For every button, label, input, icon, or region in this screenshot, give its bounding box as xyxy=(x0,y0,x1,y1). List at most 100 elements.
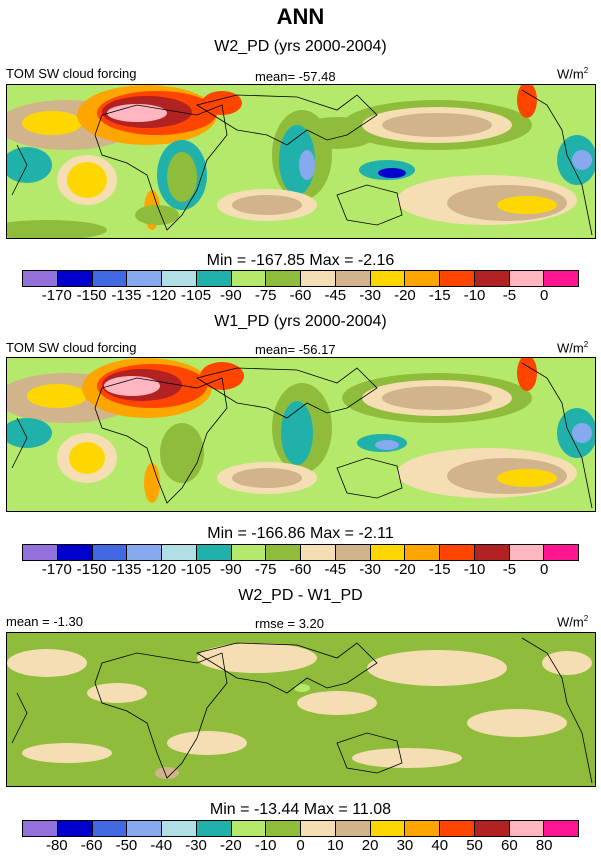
colorbar-tick-label: -105 xyxy=(181,561,212,578)
colorbar-tick-label: -120 xyxy=(146,287,177,304)
colorbar-swatch xyxy=(23,271,58,286)
colorbar-tick-label: 10 xyxy=(326,837,344,854)
panel1-units: W/m2 xyxy=(557,66,589,82)
colorbar-tick-label: -135 xyxy=(111,561,142,578)
colorbar-swatch xyxy=(405,821,440,836)
colorbar-swatch xyxy=(509,821,545,836)
colorbar-swatch xyxy=(231,545,267,560)
panel1-variable-label: TOM SW cloud forcing xyxy=(6,66,137,81)
colorbar-swatch xyxy=(92,545,128,560)
panel2-units: W/m2 xyxy=(557,340,589,356)
panel3-units: W/m2 xyxy=(557,614,589,630)
colorbar-tick-label: -170 xyxy=(41,287,72,304)
colorbar-tick-label: -10 xyxy=(463,561,486,578)
colorbar-swatch xyxy=(544,271,578,286)
colorbar-tick-label: -75 xyxy=(254,561,277,578)
colorbar-swatch xyxy=(266,821,301,836)
colorbar-tick-label: -20 xyxy=(394,561,416,578)
colorbar-tick-label: -10 xyxy=(254,837,277,854)
panel1-mean-label: mean= -57.48 xyxy=(255,69,336,84)
colorbar-swatch xyxy=(231,271,267,286)
colorbar-tick-label: -30 xyxy=(359,287,381,304)
panel3-minmax: Min = -13.44 Max = 11.08 xyxy=(209,801,392,818)
colorbar-swatch xyxy=(266,545,301,560)
panel2-mean-label: mean= -56.17 xyxy=(255,342,336,357)
colorbar-swatch xyxy=(92,821,128,836)
colorbar-tick-label: 0 xyxy=(540,561,549,578)
colorbar-swatch xyxy=(196,821,232,836)
colorbar-swatch xyxy=(127,545,162,560)
colorbar-tick-label: 20 xyxy=(361,837,379,854)
figure-title: ANN xyxy=(276,4,325,29)
colorbar-swatch xyxy=(509,545,545,560)
colorbar-swatch xyxy=(57,271,93,286)
colorbar-tick-label: -5 xyxy=(502,287,517,304)
colorbar-tick-label: -50 xyxy=(115,837,138,854)
colorbar-tick-label: -30 xyxy=(359,561,381,578)
colorbar-tick-label: -40 xyxy=(150,837,173,854)
panel2-map-field xyxy=(7,358,595,511)
colorbar-tick-label: -80 xyxy=(45,837,68,854)
colorbar-tick-label: -5 xyxy=(502,561,517,578)
colorbar-tick-label: -60 xyxy=(289,287,312,304)
panel3-colorbar xyxy=(22,820,579,837)
colorbar-tick-label: -170 xyxy=(41,561,72,578)
colorbar-tick-label: -150 xyxy=(76,287,107,304)
panel3-title: W2_PD - W1_PD xyxy=(238,587,363,604)
colorbar-tick-label: 0 xyxy=(540,287,549,304)
colorbar-swatch xyxy=(23,821,58,836)
colorbar-tick-label: -90 xyxy=(220,287,242,304)
colorbar-tick-label: 50 xyxy=(466,837,483,854)
colorbar-swatch xyxy=(92,271,128,286)
colorbar-swatch xyxy=(509,271,545,286)
colorbar-swatch xyxy=(57,545,93,560)
colorbar-tick-label: -60 xyxy=(289,561,312,578)
colorbar-swatch xyxy=(231,821,267,836)
colorbar-swatch xyxy=(370,545,406,560)
panel1-colorbar xyxy=(22,270,579,287)
colorbar-swatch xyxy=(301,545,336,560)
colorbar-tick-label: -10 xyxy=(463,287,486,304)
colorbar-tick-label: -75 xyxy=(254,287,277,304)
panel3-map xyxy=(6,632,596,787)
colorbar-swatch xyxy=(162,271,197,286)
colorbar-swatch xyxy=(162,545,197,560)
colorbar-swatch xyxy=(196,271,232,286)
colorbar-swatch xyxy=(474,545,510,560)
colorbar-swatch xyxy=(544,821,578,836)
colorbar-tick-label: -150 xyxy=(76,561,107,578)
colorbar-swatch xyxy=(335,821,371,836)
panel3-map-field xyxy=(7,633,595,786)
colorbar-swatch xyxy=(370,271,406,286)
panel1-title: W2_PD (yrs 2000-2004) xyxy=(214,38,387,55)
colorbar-swatch xyxy=(335,545,371,560)
colorbar-swatch xyxy=(440,545,475,560)
colorbar-tick-label: -90 xyxy=(220,561,242,578)
colorbar-tick-label: -60 xyxy=(80,837,103,854)
panel1-minmax: Min = -167.85 Max = -2.16 xyxy=(206,252,395,269)
colorbar-tick-label: -105 xyxy=(181,287,212,304)
panel2-title: W1_PD (yrs 2000-2004) xyxy=(214,313,387,330)
colorbar-swatch xyxy=(196,545,232,560)
colorbar-tick-label: -15 xyxy=(428,561,451,578)
panel2-map xyxy=(6,357,596,512)
colorbar-swatch xyxy=(370,821,406,836)
colorbar-swatch xyxy=(440,821,475,836)
colorbar-tick-label: -45 xyxy=(324,287,347,304)
colorbar-tick-label: -135 xyxy=(111,287,142,304)
panel2-colorbar xyxy=(22,544,579,561)
colorbar-swatch xyxy=(544,545,578,560)
colorbar-tick-label: 0 xyxy=(296,837,305,854)
colorbar-swatch xyxy=(335,271,371,286)
colorbar-swatch xyxy=(266,271,301,286)
colorbar-swatch xyxy=(301,821,336,836)
colorbar-swatch xyxy=(301,271,336,286)
panel2-minmax: Min = -166.86 Max = -2.11 xyxy=(207,525,394,542)
colorbar-tick-label: -20 xyxy=(220,837,242,854)
colorbar-tick-label: 80 xyxy=(535,837,553,854)
colorbar-swatch xyxy=(162,821,197,836)
colorbar-tick-label: -30 xyxy=(185,837,207,854)
colorbar-tick-label: -15 xyxy=(428,287,451,304)
colorbar-swatch xyxy=(57,821,93,836)
colorbar-swatch xyxy=(440,271,475,286)
